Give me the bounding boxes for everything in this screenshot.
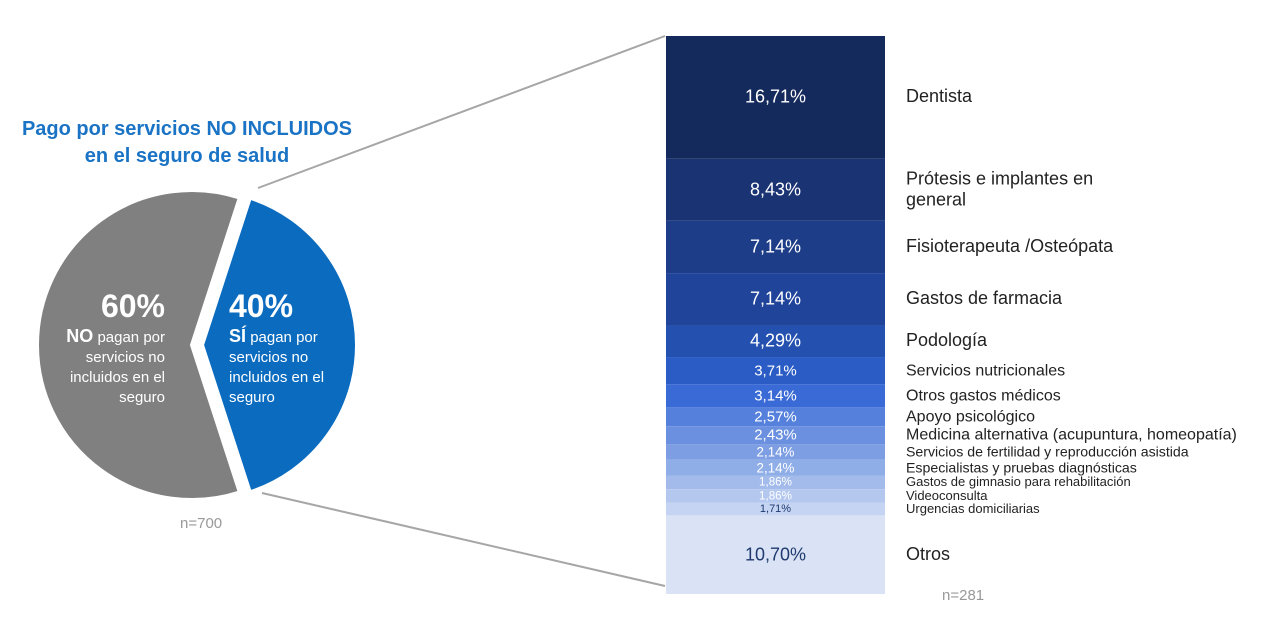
slice-label: 40% SÍ pagan por servicios no incluidos e…	[229, 286, 349, 408]
bar-value-label: 2,57%	[754, 408, 797, 426]
bar-category-label: Servicios de fertilidad y reproducción a…	[906, 443, 1189, 460]
bar-segment	[666, 407, 885, 427]
bar-value-label: 2,14%	[756, 460, 795, 476]
slice-category: pagan por servicios no incluidos en el s…	[229, 329, 325, 406]
bar-category-label: Especialistas y pruebas diagnósticas	[906, 459, 1137, 476]
slice-value-label: 60%	[100, 288, 165, 324]
slice-emphasis: SÍ	[229, 326, 247, 346]
bar-value-label: 16,71%	[744, 86, 807, 107]
bar-category-label: Apoyo psicológico	[906, 408, 1035, 426]
bar-segment	[666, 384, 885, 408]
bar-category-label: Prótesis e implantes en general	[906, 168, 1094, 210]
slice-category: pagan por servicios no incluidos en el s…	[69, 329, 165, 406]
bar-category-label: Otros	[906, 543, 951, 564]
bar-segment	[666, 158, 885, 221]
bar-value-label: 3,71%	[754, 362, 797, 380]
sample-note: n=281	[942, 587, 985, 604]
bar-value-label: 4,29%	[749, 330, 802, 351]
bar-segment	[666, 444, 885, 460]
bar-category-label: Servicios nutricionales	[906, 362, 1066, 380]
bar-category-label: Urgencias domiciliarias	[906, 501, 1040, 517]
bar-category-label: Fisioterapeuta /Osteópata	[906, 236, 1114, 257]
bar-segment	[666, 502, 885, 516]
bar-value-label: 8,43%	[749, 179, 802, 200]
bar-value-label: 7,14%	[749, 288, 802, 309]
bar-segment	[666, 220, 885, 274]
bar-value-label: 2,14%	[756, 444, 795, 460]
bar-segment	[666, 325, 885, 358]
bar-segment	[666, 357, 885, 385]
bar-segment	[666, 459, 885, 476]
bar-category-label: Otros gastos médicos	[906, 387, 1061, 405]
pie-slice	[199, 195, 360, 495]
bar-value-label: 2,43%	[754, 426, 797, 444]
bar-segment	[666, 489, 885, 503]
bar-value-label: 1,86%	[759, 475, 792, 489]
slice-label: 60% NO pagan por servicios no incluidos e…	[58, 286, 165, 408]
bar-segment	[666, 475, 885, 490]
bar-value-label: 10,70%	[744, 544, 807, 565]
bar-segment	[666, 515, 885, 594]
bar-value-label: 1,86%	[759, 489, 792, 503]
bar-value-label: 3,14%	[754, 387, 797, 405]
pie-slice	[35, 188, 243, 502]
bar-category-label: Dentista	[906, 86, 973, 107]
bar-segment	[666, 273, 885, 326]
zoom-line	[261, 492, 666, 587]
sample-note: n=700	[180, 515, 223, 532]
bar-segment	[666, 426, 885, 445]
bar-category-label: Podología	[906, 330, 988, 351]
bar-value-label: 1,71%	[759, 503, 792, 516]
bar-category-label: Videoconsulta	[906, 488, 988, 504]
slice-emphasis: NO	[66, 326, 94, 346]
bar-category-label: Medicina alternativa (acupuntura, homeop…	[906, 426, 1237, 444]
slice-value-label: 40%	[229, 288, 294, 324]
zoom-line	[257, 35, 666, 189]
bar-segment	[666, 36, 885, 159]
bar-category-label: Gastos de gimnasio para rehabilitación	[906, 474, 1131, 490]
bar-category-label: Gastos de farmacia	[906, 288, 1063, 309]
chart-title: Pago por servicios NO INCLUIDOS en el se…	[21, 118, 353, 167]
bar-value-label: 7,14%	[749, 236, 802, 257]
